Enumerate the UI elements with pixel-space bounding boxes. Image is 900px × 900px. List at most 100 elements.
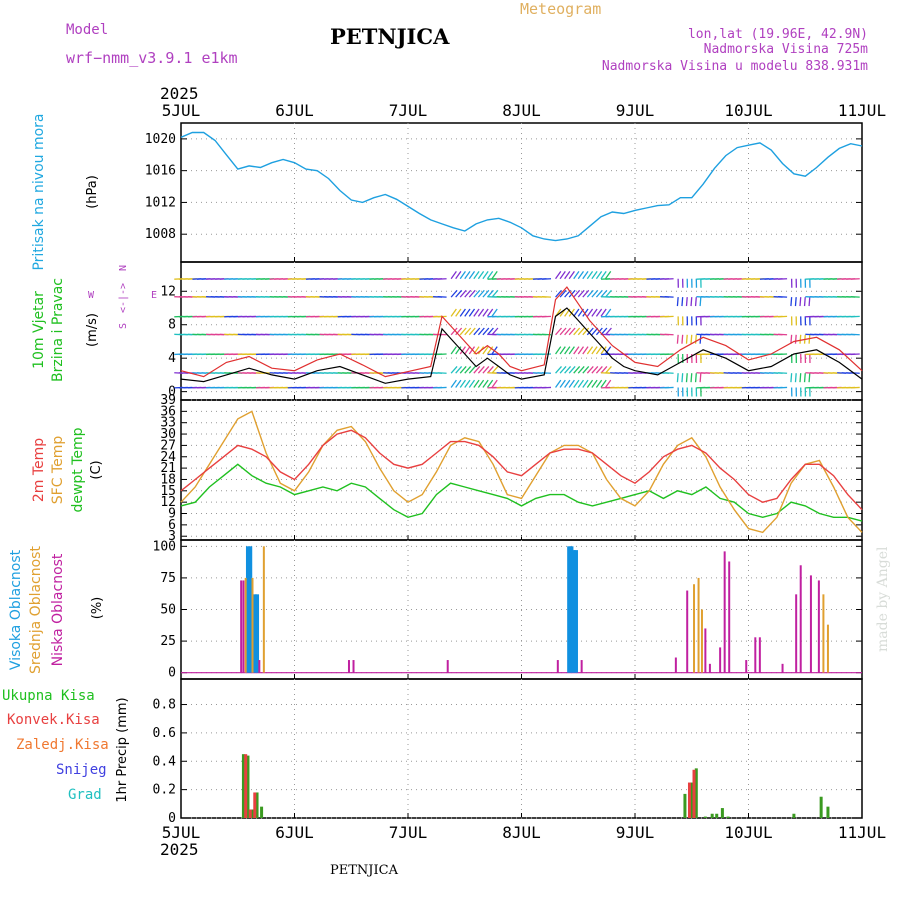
wind-arrow <box>455 308 462 317</box>
wind-arrow <box>591 366 599 374</box>
wind-arrow <box>573 346 580 355</box>
wind-arrow <box>690 297 693 307</box>
x-day-label-bottom: 6JUL <box>275 823 314 842</box>
wind-arrow <box>586 379 594 388</box>
wind-arrow <box>455 289 463 298</box>
wind-arrow <box>459 327 467 336</box>
cloud-ytick-label: 75 <box>160 571 176 586</box>
wind-arrow <box>450 289 458 298</box>
pressure-unit: (hPa) <box>85 175 100 209</box>
precip-bar <box>692 769 696 818</box>
compass-s: S <box>118 323 129 329</box>
precip-bar <box>251 809 255 818</box>
subtitle: Meteogram <box>520 0 601 18</box>
wind-ytick-label: 4 <box>168 351 176 366</box>
precip-bar <box>255 792 259 818</box>
wind-arrow <box>473 271 480 280</box>
wind-arrow <box>604 308 612 317</box>
wind-arrow <box>486 308 494 317</box>
wind-arrow <box>568 366 576 374</box>
compass-rose: <-|-> N W E S <box>88 265 157 329</box>
altitude-text: Nadmorska Visina 725m <box>704 42 869 57</box>
wind-arrow <box>586 308 594 317</box>
wind-arrow <box>477 289 485 298</box>
precip-bar <box>248 809 252 818</box>
cloud-bar <box>826 624 829 673</box>
precip-bar <box>720 808 724 818</box>
compass-w: W <box>88 290 95 301</box>
wind-arrow <box>464 327 472 336</box>
cloud-bar <box>580 660 583 673</box>
cloud-bar <box>686 590 689 673</box>
x-day-label-top: 10JUL <box>724 101 772 120</box>
cloud-bar <box>244 577 247 673</box>
wind-arrow <box>568 327 576 336</box>
cloud-bar <box>693 584 696 673</box>
wind-arrow <box>808 297 811 307</box>
wind-arrow <box>586 289 594 298</box>
precip-bar <box>694 768 698 818</box>
wind-arrow <box>573 327 581 336</box>
wind-arrow <box>450 308 457 317</box>
temperature-ytick-label: 24 <box>160 450 176 465</box>
wind-arrow <box>564 327 572 336</box>
wind-arrow <box>685 373 688 383</box>
precip-ytick-label: 0.2 <box>153 783 176 798</box>
wind-arrow <box>491 379 498 388</box>
pressure-ytick-label: 1016 <box>145 164 176 179</box>
wind-arrow <box>464 366 472 374</box>
temperature-ytick-label: 39 <box>160 393 176 408</box>
wind-arrow <box>473 366 481 374</box>
temperature-ytick-label: 30 <box>160 427 176 442</box>
pressure-ytick-label: 1012 <box>145 195 176 210</box>
cloud-bar <box>446 660 449 673</box>
cloud-bar <box>723 551 726 673</box>
wind-arrow <box>477 366 485 374</box>
wind-speed-line <box>180 307 863 384</box>
precip-ytick-label: 0.6 <box>153 726 176 741</box>
wind-arrow <box>477 308 485 317</box>
model-label: Model <box>66 22 108 38</box>
wind-arrow <box>595 271 603 280</box>
wind-arrow <box>794 334 797 344</box>
wind-arrow <box>459 346 466 355</box>
wind-arrow <box>555 327 562 336</box>
wind-arrow <box>595 346 603 355</box>
cloud-ytick-label: 50 <box>160 603 176 618</box>
precip-bar <box>703 816 707 818</box>
cloud-bar <box>567 546 572 673</box>
temperature-ytick-label: 12 <box>160 495 176 510</box>
precip-bar <box>826 806 830 818</box>
wind-arrow <box>595 308 603 317</box>
wind-arrow <box>486 366 494 374</box>
wind-arrow <box>586 366 594 374</box>
pressure-ytick-label: 1020 <box>145 132 176 147</box>
cloud-bar <box>573 550 578 673</box>
wind-arrow <box>559 346 566 355</box>
frozen-rain-label: Zaledj.Kisa <box>16 737 109 753</box>
wind-arrow <box>681 334 684 344</box>
wind-arrow <box>694 297 697 307</box>
sfc-temp-line <box>180 410 863 534</box>
wind-arrow <box>486 379 494 388</box>
wind-arrow <box>482 308 489 317</box>
precip-ytick-label: 0.4 <box>153 754 177 769</box>
year-bottom: 2025 <box>160 840 199 859</box>
wind-arrow <box>559 327 567 336</box>
wind-arrow <box>482 327 490 336</box>
wind-arrow <box>586 327 594 336</box>
wind-arrow <box>459 366 467 374</box>
wind-arrow <box>604 346 612 355</box>
wind-arrow <box>459 271 466 280</box>
temp2m-label: 2m Temp <box>31 438 47 502</box>
wind-arrow <box>459 379 466 388</box>
wind-arrow <box>455 366 463 374</box>
wind-arrow <box>790 373 793 383</box>
wind-arrow <box>577 346 585 355</box>
wind-arrow <box>491 289 499 298</box>
model-altitude-text: Nadmorska Visina u modelu 838.931m <box>602 59 868 74</box>
wind-arrow <box>690 334 693 344</box>
wind-arrow <box>568 271 575 280</box>
precip-bar <box>241 754 245 818</box>
